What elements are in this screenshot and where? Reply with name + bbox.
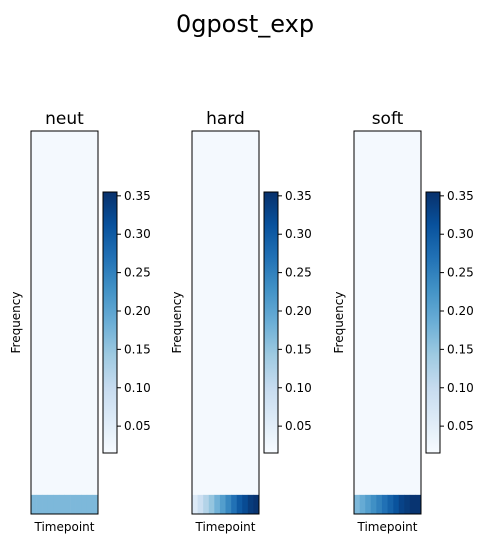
heatmap-cell	[354, 494, 360, 514]
heatmap-frame	[30, 130, 99, 515]
x-axis-label: Timepoint	[34, 520, 95, 534]
heatmap-cell	[75, 494, 82, 514]
heatmap-cell	[398, 494, 405, 514]
heatmap-cell	[214, 494, 221, 514]
heatmap-cell	[393, 494, 399, 514]
panel-title: neut	[45, 109, 84, 129]
colorbar-frame	[263, 191, 279, 454]
heatmap-cell	[247, 494, 254, 514]
heatmap-cell	[242, 494, 249, 514]
colorbar-gradient	[426, 192, 440, 453]
heatmap-cell	[253, 494, 260, 514]
heatmap-cell	[53, 494, 60, 514]
heatmap-cell	[219, 494, 226, 514]
colorbar-tick-label: 0.15	[285, 342, 312, 356]
heatmap-cell	[64, 494, 71, 514]
heatmap-cell	[208, 494, 215, 514]
colorbar-tick-label: 0.25	[124, 266, 151, 280]
heatmap-cell	[359, 494, 366, 514]
colorbar-gradient	[103, 192, 117, 453]
heatmap-cell	[236, 494, 243, 514]
heatmap-frame	[191, 130, 260, 515]
heatmap-cell	[370, 494, 377, 514]
colorbar-tick-label: 0.15	[124, 342, 151, 356]
y-axis-label: Frequency	[9, 292, 23, 354]
heatmap-panel-hard: hard Timepoint Frequency 0.05 0.10 0.15 0.20 0.…	[170, 109, 312, 534]
heatmap-cell	[36, 494, 43, 514]
heatmap-cell	[58, 494, 65, 514]
heatmap-cell	[415, 494, 422, 514]
heatmap-cell	[225, 494, 232, 514]
colorbar-tick-label: 0.35	[285, 189, 312, 203]
heatmap-cell	[42, 494, 49, 514]
panel-title: hard	[206, 109, 245, 129]
heatmap-cell	[365, 494, 372, 514]
heatmap-cell	[70, 494, 76, 514]
y-axis-label: Frequency	[170, 292, 184, 354]
colorbar-tick-label: 0.20	[285, 304, 312, 318]
heatmap-background-cells	[192, 131, 259, 495]
heatmap-panel-soft: soft Timepoint Frequency 0.05 0.10 0.15 0.20 0.…	[332, 109, 474, 534]
x-axis-label: Timepoint	[195, 520, 256, 534]
colorbar-tick-label: 0.35	[124, 189, 151, 203]
colorbar-frame	[102, 191, 118, 454]
heatmap-cell	[86, 494, 93, 514]
heatmap-cell	[381, 494, 388, 514]
heatmap-cell	[387, 494, 394, 514]
colorbar-tick-label: 0.25	[285, 266, 312, 280]
colorbar-frame	[425, 191, 441, 454]
colorbar-tick-label: 0.20	[124, 304, 151, 318]
heatmap-cell	[231, 494, 237, 514]
heatmap-cell	[31, 494, 37, 514]
heatmap-frame	[353, 130, 422, 515]
colorbar-tick-label: 0.30	[285, 227, 312, 241]
panel-title: soft	[372, 109, 404, 129]
colorbar-tick-label: 0.05	[285, 419, 312, 433]
x-axis-label: Timepoint	[357, 520, 418, 534]
heatmap-cell	[47, 494, 54, 514]
colorbar-gradient	[264, 192, 278, 453]
heatmap-cell	[81, 494, 88, 514]
colorbar-tick-label: 0.30	[447, 227, 474, 241]
y-axis-label: Frequency	[332, 292, 346, 354]
colorbar-tick-label: 0.10	[285, 381, 312, 395]
heatmap-background-cells	[31, 131, 98, 495]
heatmap-cell	[404, 494, 411, 514]
colorbar-tick-label: 0.05	[447, 419, 474, 433]
heatmap-cell	[409, 494, 416, 514]
colorbar-tick-label: 0.30	[124, 227, 151, 241]
heatmap-cell	[197, 494, 204, 514]
heatmap-cell	[376, 494, 383, 514]
heatmap-cell	[92, 494, 99, 514]
colorbar-tick-label: 0.15	[447, 342, 474, 356]
colorbar-tick-label: 0.10	[124, 381, 151, 395]
colorbar-tick-label: 0.05	[124, 419, 151, 433]
figure-title: 0gpost_exp	[176, 10, 314, 38]
heatmap-background-cells	[354, 131, 421, 495]
colorbar-tick-label: 0.20	[447, 304, 474, 318]
heatmap-cell	[203, 494, 210, 514]
colorbar-tick-label: 0.35	[447, 189, 474, 203]
heatmap-panel-neut: neut Timepoint Frequency 0.05 0.10 0.15 0.20 0.…	[9, 109, 151, 534]
heatmap-cell	[192, 494, 198, 514]
colorbar-tick-label: 0.25	[447, 266, 474, 280]
colorbar-tick-label: 0.10	[447, 381, 474, 395]
